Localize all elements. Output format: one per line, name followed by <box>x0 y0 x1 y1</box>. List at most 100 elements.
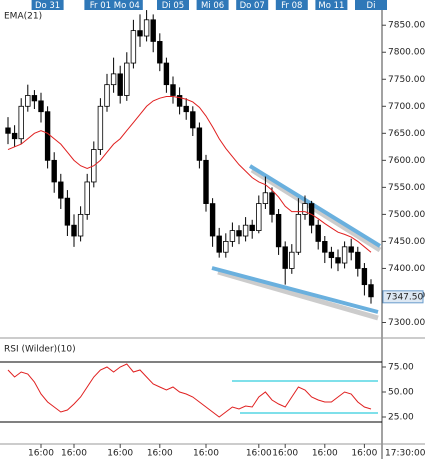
x-tick-label: 16:00 <box>107 449 133 459</box>
candle-body <box>110 73 117 86</box>
day-label: Do 31 <box>35 1 60 11</box>
candle-body <box>104 84 110 107</box>
last-price-label: 7347.50 <box>386 292 423 302</box>
rsi-panel-title: RSI (Wilder)(10) <box>4 345 76 355</box>
candle-body <box>124 62 130 96</box>
candle-body <box>203 159 209 204</box>
day-label: Do 07 <box>240 1 265 11</box>
candle-body <box>71 224 77 237</box>
candle-body <box>249 224 255 232</box>
y-tick-label: 75.00 <box>388 363 414 373</box>
ema-line <box>7 96 372 253</box>
candle-body <box>150 19 156 42</box>
candle-body <box>25 95 31 107</box>
candle-body <box>31 95 38 102</box>
day-label: Di <box>367 1 376 11</box>
candle-body <box>170 84 176 96</box>
x-tick-label: 16:00 <box>193 449 219 459</box>
candle-body <box>11 132 18 140</box>
candle-body <box>130 30 137 64</box>
candle-body <box>216 235 222 253</box>
candle-body <box>64 197 71 226</box>
y-tick-label: 7450.00 <box>388 237 425 247</box>
candle-body <box>44 111 51 161</box>
trend-line <box>248 164 382 248</box>
candle-body <box>295 213 302 253</box>
candle-body <box>236 230 242 237</box>
y-tick-label: 50.00 <box>388 388 414 398</box>
candle-body <box>269 192 275 215</box>
day-label-box <box>31 0 64 10</box>
candle-body <box>355 251 361 269</box>
candle-body <box>315 224 321 242</box>
candle-body <box>242 224 249 237</box>
y-tick-label: 7500.00 <box>388 210 425 220</box>
x-tick-label: 16:00 <box>61 449 87 459</box>
rsi-line <box>7 363 372 418</box>
candle-body <box>341 246 348 264</box>
y-tick-label: 7850.00 <box>388 21 425 31</box>
trend-line <box>211 266 379 314</box>
candle-body <box>348 246 354 253</box>
trend-shadow <box>250 167 382 253</box>
candle-body <box>5 127 11 134</box>
candle-body <box>157 41 163 64</box>
x-tick-label: 16:00 <box>312 449 338 459</box>
candle-body <box>322 241 328 253</box>
candle-body <box>335 257 341 264</box>
x-tick-label: 16:00 <box>147 449 173 459</box>
x-tick-label: 16:00 <box>272 449 298 459</box>
day-label: Mo 11 <box>318 1 344 11</box>
x-tick-label: 16:00 <box>246 449 272 459</box>
candle-body <box>196 127 203 161</box>
y-tick-label: 7550.00 <box>388 183 425 193</box>
candle-body <box>282 246 288 269</box>
x-tick-label: 16:00 <box>351 449 377 459</box>
price-panel-title: EMA(21) <box>4 12 42 22</box>
candle-body <box>361 268 368 286</box>
y-tick-label: 7400.00 <box>388 264 425 274</box>
y-tick-label: 7800.00 <box>388 48 425 58</box>
y-tick-label: 7650.00 <box>388 129 425 139</box>
day-label: Mi 06 <box>201 1 224 11</box>
candle-body <box>302 203 308 215</box>
candle-body <box>84 181 90 215</box>
day-label-box <box>84 0 117 10</box>
candle-body <box>328 251 335 259</box>
candle-body <box>190 111 196 129</box>
day-label: Mo 04 <box>114 1 140 11</box>
x-tick-label: 16:00 <box>28 449 54 459</box>
y-tick-label: 7750.00 <box>388 75 425 85</box>
trend-channel <box>211 164 382 414</box>
candle-body <box>117 73 123 96</box>
day-label: Fr 08 <box>281 1 302 11</box>
day-label: Di 05 <box>162 1 184 11</box>
day-label-box <box>275 0 308 10</box>
candle-body <box>58 181 64 199</box>
candle-body <box>143 19 150 37</box>
day-label-box <box>157 0 189 10</box>
candle-body <box>368 284 374 298</box>
candle-body <box>77 213 84 237</box>
current-time: 17:30:00 <box>385 449 425 459</box>
candle-body <box>163 62 170 86</box>
candle-body <box>275 213 282 248</box>
y-tick-label: 7300.00 <box>388 318 425 328</box>
day-label-box <box>196 0 229 10</box>
candle-body <box>209 203 216 237</box>
y-tick-label: 7700.00 <box>388 102 425 112</box>
candle-body <box>223 241 229 253</box>
candle-body <box>289 251 295 269</box>
y-tick-label: 25.00 <box>388 413 414 423</box>
day-label-box <box>315 0 348 10</box>
candle-body <box>183 105 189 113</box>
day-label-box <box>236 0 269 10</box>
trend-shadow <box>217 269 379 321</box>
candle-body <box>18 105 24 140</box>
day-label: Fr 01 <box>90 1 111 11</box>
candle-body <box>176 95 183 107</box>
candle-body <box>51 159 57 183</box>
candle-body <box>38 100 44 113</box>
candle-body <box>256 203 262 232</box>
